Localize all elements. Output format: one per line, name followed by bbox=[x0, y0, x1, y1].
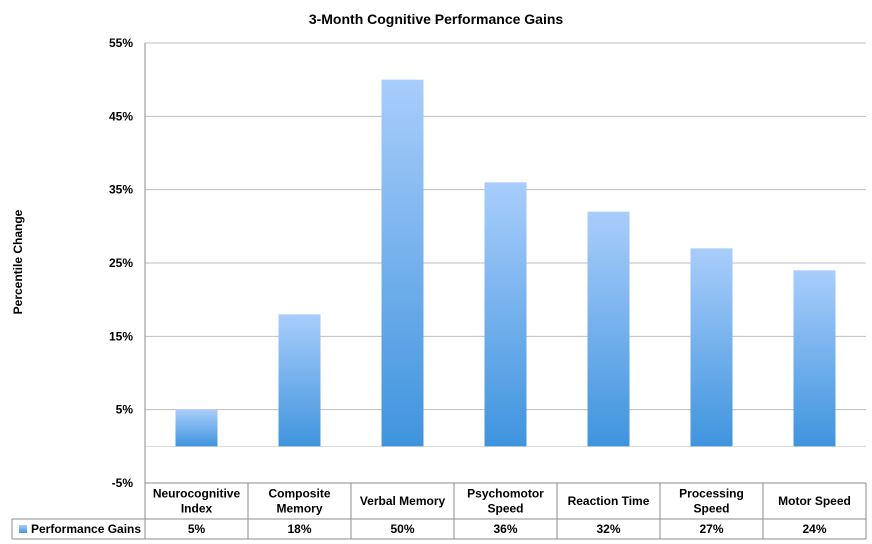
category-label: Verbal Memory bbox=[360, 494, 446, 508]
bar bbox=[484, 182, 527, 447]
bar bbox=[175, 409, 218, 447]
y-tick-label: 55% bbox=[109, 36, 133, 50]
y-tick-label: 35% bbox=[109, 183, 133, 197]
data-label: 32% bbox=[596, 522, 620, 536]
category-label: Neurocognitive Index bbox=[153, 487, 241, 516]
bar bbox=[278, 314, 321, 447]
y-tick-label: 25% bbox=[109, 256, 133, 270]
chart-title: 3-Month Cognitive Performance Gains bbox=[309, 11, 564, 27]
y-tick-label: -5% bbox=[112, 476, 134, 490]
bar bbox=[381, 79, 424, 447]
legend-swatch bbox=[19, 525, 27, 533]
category-label: Composite Memory bbox=[268, 487, 330, 516]
category-label: Processing Speed bbox=[679, 487, 744, 516]
data-label: 36% bbox=[493, 522, 517, 536]
bar bbox=[793, 270, 836, 447]
y-axis-label: Percentile Change bbox=[11, 209, 25, 314]
y-tick-label: 15% bbox=[109, 329, 133, 343]
legend-label: Performance Gains bbox=[31, 522, 141, 536]
category-label: Motor Speed bbox=[778, 494, 851, 508]
category-label: Psychomotor Speed bbox=[467, 487, 544, 516]
data-label: 27% bbox=[699, 522, 723, 536]
bar bbox=[690, 248, 733, 447]
category-label: Reaction Time bbox=[568, 494, 650, 508]
bar bbox=[587, 211, 630, 447]
y-tick-label: 45% bbox=[109, 109, 133, 123]
data-label: 50% bbox=[390, 522, 414, 536]
y-tick-label: 5% bbox=[116, 403, 134, 417]
y-tick-labels: 55% 45% 35% 25% 15% 5% -5% bbox=[109, 36, 133, 490]
data-label: 18% bbox=[287, 522, 311, 536]
data-table: Neurocognitive Index Composite Memory Verbal… bbox=[11, 482, 867, 540]
data-label: 5% bbox=[188, 522, 206, 536]
data-label: 24% bbox=[802, 522, 826, 536]
bars bbox=[175, 79, 836, 447]
